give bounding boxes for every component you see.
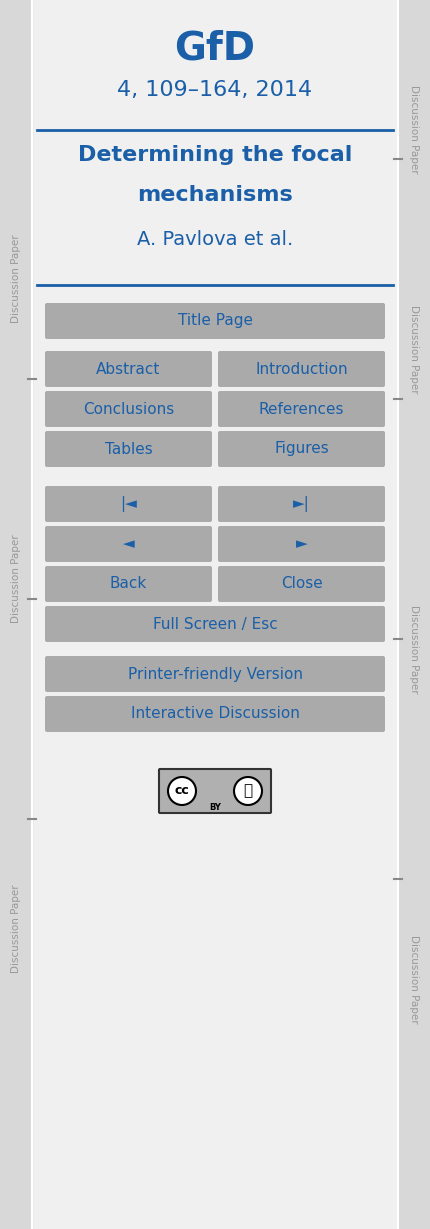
FancyBboxPatch shape <box>45 304 385 339</box>
Text: BY: BY <box>209 803 221 811</box>
Text: Close: Close <box>281 576 322 591</box>
FancyBboxPatch shape <box>218 526 385 562</box>
FancyBboxPatch shape <box>45 391 212 426</box>
Text: |◄: |◄ <box>120 497 137 512</box>
FancyBboxPatch shape <box>45 696 385 732</box>
Text: ◄: ◄ <box>123 537 134 552</box>
FancyBboxPatch shape <box>218 567 385 602</box>
Text: GfD: GfD <box>175 29 255 68</box>
Text: ►: ► <box>296 537 307 552</box>
Text: Discussion Paper: Discussion Paper <box>11 235 21 323</box>
Text: Figures: Figures <box>274 441 329 456</box>
FancyBboxPatch shape <box>218 391 385 426</box>
Text: Discussion Paper: Discussion Paper <box>409 305 419 393</box>
Text: mechanisms: mechanisms <box>137 186 293 205</box>
Circle shape <box>234 777 262 805</box>
Text: Interactive Discussion: Interactive Discussion <box>131 707 299 721</box>
Text: Introduction: Introduction <box>255 361 348 376</box>
Text: Tables: Tables <box>104 441 152 456</box>
FancyBboxPatch shape <box>218 431 385 467</box>
FancyBboxPatch shape <box>45 567 212 602</box>
Text: Back: Back <box>110 576 147 591</box>
Text: References: References <box>259 402 344 417</box>
Text: Discussion Paper: Discussion Paper <box>409 85 419 173</box>
Text: Determining the focal: Determining the focal <box>78 145 352 165</box>
FancyBboxPatch shape <box>159 769 271 814</box>
FancyBboxPatch shape <box>218 351 385 387</box>
Bar <box>0 0 32 1229</box>
FancyBboxPatch shape <box>45 526 212 562</box>
Text: Discussion Paper: Discussion Paper <box>409 605 419 693</box>
FancyBboxPatch shape <box>45 351 212 387</box>
FancyBboxPatch shape <box>218 485 385 522</box>
FancyBboxPatch shape <box>45 485 212 522</box>
Text: ►|: ►| <box>293 497 310 512</box>
Text: Title Page: Title Page <box>178 313 252 328</box>
Text: Discussion Paper: Discussion Paper <box>11 885 21 973</box>
Text: 4, 109–164, 2014: 4, 109–164, 2014 <box>117 80 313 100</box>
Text: cc: cc <box>175 784 189 798</box>
FancyBboxPatch shape <box>45 431 212 467</box>
FancyBboxPatch shape <box>45 656 385 692</box>
Circle shape <box>168 777 196 805</box>
Text: Printer-friendly Version: Printer-friendly Version <box>128 666 302 682</box>
Text: Discussion Paper: Discussion Paper <box>409 935 419 1024</box>
Text: A. Pavlova et al.: A. Pavlova et al. <box>137 230 293 249</box>
Text: Discussion Paper: Discussion Paper <box>11 535 21 623</box>
FancyBboxPatch shape <box>45 606 385 642</box>
Text: Ⓑ: Ⓑ <box>243 784 252 799</box>
Text: Conclusions: Conclusions <box>83 402 174 417</box>
Text: Abstract: Abstract <box>96 361 161 376</box>
Text: Full Screen / Esc: Full Screen / Esc <box>153 617 277 632</box>
Bar <box>398 0 430 1229</box>
